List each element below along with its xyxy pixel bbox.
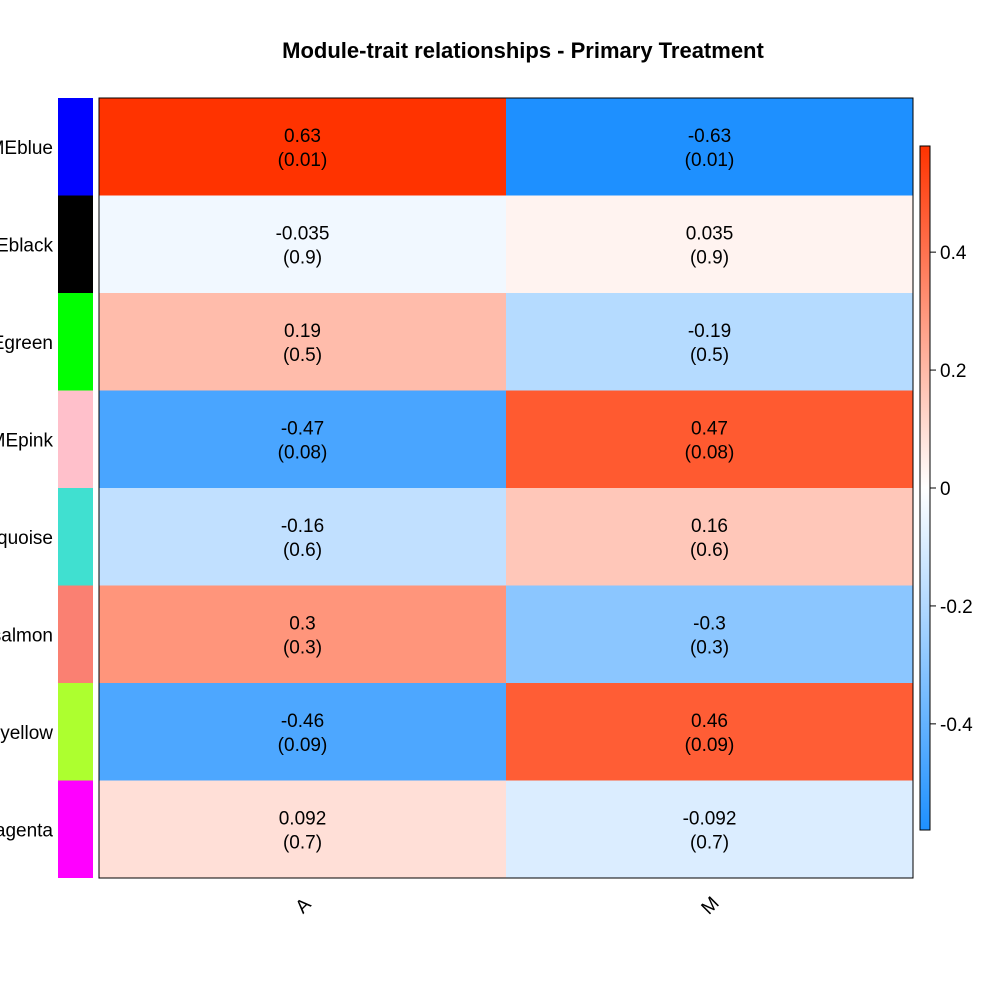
cell-value-label: -0.3 — [693, 613, 726, 634]
heatmap-cell — [99, 293, 506, 391]
heatmap-cell — [506, 683, 913, 781]
cell-value-label: -0.035 — [276, 223, 330, 244]
cell-pvalue-label: (0.5) — [690, 345, 729, 366]
cell-pvalue-label: (0.7) — [283, 832, 322, 853]
row-labels: MEblue MEblack MEgreen MEpink MEturquoise MEs… — [0, 138, 53, 842]
colorbar-tick-label: 0.2 — [940, 361, 966, 382]
module-swatch-MEturquoise — [58, 488, 93, 586]
heatmap-cell — [506, 195, 913, 293]
heatmap-cell — [99, 195, 506, 293]
colorbar-tick-label: 0 — [940, 479, 951, 500]
heatmap-cell — [506, 98, 913, 196]
row-label-MEturquoise: MEturquoise — [0, 528, 53, 549]
cell-pvalue-label: (0.9) — [283, 247, 322, 268]
cell-value-label: -0.63 — [688, 126, 731, 147]
heatmap-cell — [99, 585, 506, 683]
cell-value-label: -0.16 — [281, 516, 324, 537]
module-swatches — [58, 98, 93, 878]
cell-pvalue-label: (0.09) — [278, 735, 328, 756]
cell-value-label: 0.092 — [279, 808, 327, 829]
cell-value-label: -0.46 — [281, 711, 324, 732]
module-swatch-MEblue — [58, 98, 93, 196]
module-swatch-MEyellow — [58, 683, 93, 781]
colorbar-ticks: 0.4 0.2 0 -0.2 -0.4 — [930, 243, 973, 736]
row-label-MEgreen: MEgreen — [0, 333, 53, 354]
colorbar-legend: 0.4 0.2 0 -0.2 -0.4 — [919, 145, 973, 831]
cell-pvalue-label: (0.01) — [278, 150, 328, 171]
cell-value-label: -0.19 — [688, 321, 731, 342]
cell-pvalue-label: (0.3) — [283, 637, 322, 658]
row-label-MEsalmon: MEsalmon — [0, 625, 53, 646]
column-label-M: M — [698, 893, 724, 919]
heatmap-border — [98, 97, 914, 879]
row-label-MEblue: MEblue — [0, 138, 53, 159]
colorbar-tick-label: 0.4 — [940, 243, 967, 264]
cell-pvalue-label: (0.01) — [685, 150, 735, 171]
module-swatch-MEmagenta — [58, 780, 93, 878]
column-label-A: A — [292, 894, 316, 918]
cell-pvalue-label: (0.6) — [283, 540, 322, 561]
chart-title: Module-trait relationships - Primary Tre… — [282, 38, 764, 63]
row-label-MEmagenta: MEmagenta — [0, 820, 53, 841]
heatmap-cell — [99, 780, 506, 878]
cell-value-label: 0.63 — [284, 126, 321, 147]
module-swatch-MEgreen — [58, 293, 93, 391]
cell-pvalue-label: (0.6) — [690, 540, 729, 561]
cell-value-label: 0.16 — [691, 516, 728, 537]
heatmap-cells: 0.63 (0.01) -0.63 (0.01) -0.035 (0.9) 0.035 (0.… — [99, 98, 913, 878]
cell-value-label: 0.3 — [289, 613, 315, 634]
module-swatch-MEsalmon — [58, 585, 93, 683]
module-swatch-MEblack — [58, 195, 93, 293]
heatmap-cell — [506, 780, 913, 878]
heatmap-cell — [506, 488, 913, 586]
cell-pvalue-label: (0.9) — [690, 247, 729, 268]
cell-value-label: -0.47 — [281, 418, 324, 439]
colorbar-tick-label: -0.4 — [940, 715, 973, 736]
cell-pvalue-label: (0.08) — [278, 442, 328, 463]
cell-value-label: 0.19 — [284, 321, 321, 342]
cell-pvalue-label: (0.3) — [690, 637, 729, 658]
module-swatch-MEpink — [58, 390, 93, 488]
cell-value-label: 0.46 — [691, 711, 728, 732]
row-label-MEpink: MEpink — [0, 430, 53, 451]
cell-pvalue-label: (0.09) — [685, 735, 735, 756]
heatmap-cell — [99, 98, 506, 196]
heatmap-cell — [506, 293, 913, 391]
cell-value-label: -0.092 — [683, 808, 737, 829]
heatmap-cell — [99, 488, 506, 586]
heatmap-cell — [506, 585, 913, 683]
heatmap-cell — [99, 390, 506, 488]
heatmap-cell — [99, 683, 506, 781]
colorbar-tick-label: -0.2 — [940, 597, 973, 618]
row-label-MEblack: MEblack — [0, 235, 53, 256]
cell-value-label: 0.035 — [686, 223, 734, 244]
cell-pvalue-label: (0.7) — [690, 832, 729, 853]
row-label-MEyellow: MEyellow — [0, 723, 53, 744]
colorbar-gradient — [919, 145, 931, 831]
heatmap-cell — [506, 390, 913, 488]
cell-pvalue-label: (0.5) — [283, 345, 322, 366]
cell-value-label: 0.47 — [691, 418, 728, 439]
cell-pvalue-label: (0.08) — [685, 442, 735, 463]
